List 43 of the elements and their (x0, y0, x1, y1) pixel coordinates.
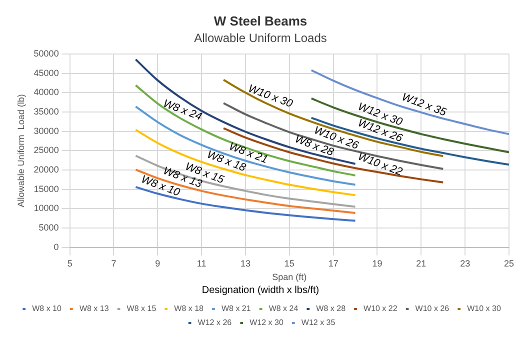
x-axis-title: Span (ft) (272, 272, 307, 282)
chart-title: W Steel Beams (214, 13, 308, 28)
y-tick-label: 30000 (34, 126, 59, 136)
x-tick-label: 7 (111, 258, 116, 268)
y-tick-label: 35000 (34, 106, 59, 117)
y-tick-label: 15000 (34, 184, 59, 194)
legend-label: W10 x 30 (467, 304, 502, 314)
annotation: W10 x 30 (246, 82, 295, 111)
x-tick-label: 19 (372, 258, 382, 268)
y-tick-label: 20000 (34, 164, 59, 175)
x-tick-label: 9 (155, 258, 160, 268)
legend-label: W10 x 26 (415, 304, 450, 314)
annotation: W10 x 22 (356, 150, 404, 178)
x-tick-label: 25 (504, 258, 514, 268)
x-tick-label: 5 (67, 258, 72, 268)
legend-label: W8 x 13 (79, 304, 110, 314)
legend-label: W12 x 35 (301, 318, 336, 328)
legend-label: W8 x 10 (32, 304, 62, 314)
y-tick-label: 10000 (34, 203, 59, 214)
legend-label: W12 x 26 (198, 318, 232, 328)
y-tick-label: 25000 (34, 145, 59, 156)
x-tick-label: 23 (460, 258, 470, 268)
x-tick-label: 17 (328, 258, 338, 268)
legend-label: W8 x 28 (316, 304, 346, 314)
legend-label: W12 x 30 (250, 318, 284, 328)
annotation: W8 x 24 (161, 98, 204, 124)
legend-label: W8 x 18 (174, 304, 204, 314)
legend-label: W8 x 15 (126, 304, 157, 314)
y-tick-label: 45000 (34, 68, 59, 78)
y-tick-label: 5000 (38, 222, 59, 233)
x-tick-label: 15 (284, 258, 294, 268)
legend-label: W10 x 22 (364, 304, 398, 314)
x-tick-label: 11 (196, 258, 206, 268)
legend-title: Designation (width x lbs/ft) (202, 284, 320, 296)
legend-label: W8 x 24 (268, 304, 299, 314)
y-tick-label: 40000 (34, 87, 59, 98)
x-tick-label: 21 (416, 258, 426, 268)
chart-subtitle: Allowable Uniform Loads (194, 31, 327, 46)
x-tick-label: 13 (240, 258, 251, 268)
y-tick-label: 50000 (34, 48, 59, 58)
legend-label: W8 x 21 (221, 304, 252, 314)
y-tick-label: 0 (54, 242, 59, 252)
y-axis-title: Allowable Uniform Load (lb) (16, 94, 26, 208)
